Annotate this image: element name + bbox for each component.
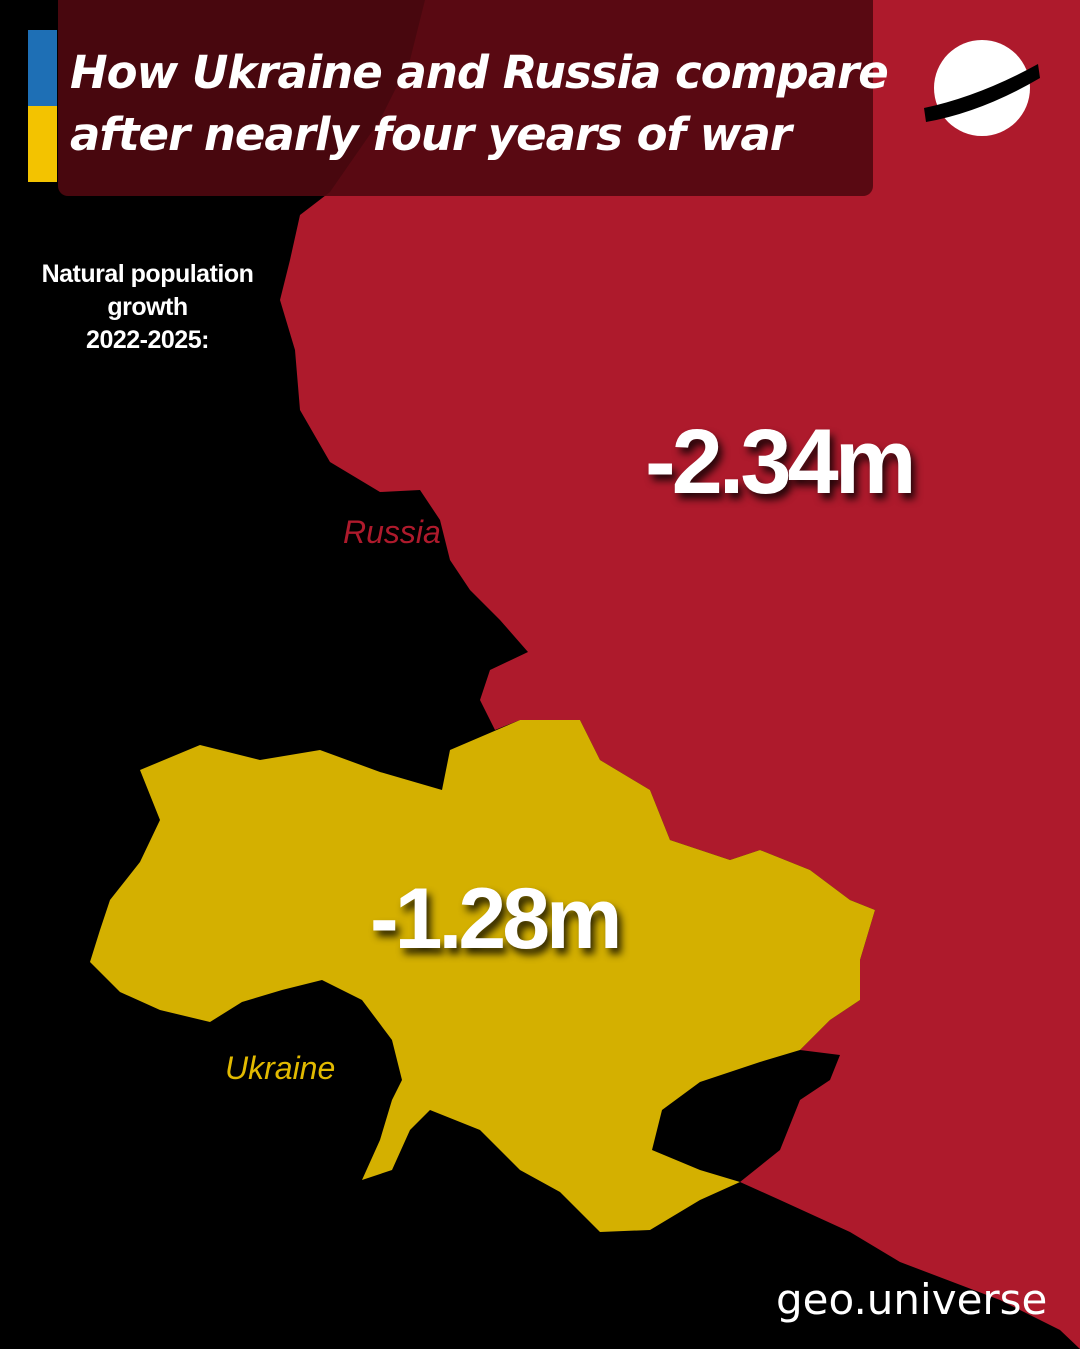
title-line-2: after nearly four years of war [70, 108, 792, 161]
russia-value: -2.34m [645, 411, 916, 513]
page-title: How Ukraine and Russia compare after nea… [70, 42, 889, 166]
geouniverse-logo [924, 40, 1040, 136]
ukraine-label: Ukraine [225, 1050, 336, 1086]
russia-shape [280, 0, 1080, 1349]
subtitle-line-3: 2022-2025: [86, 326, 209, 354]
russia-label: Russia [343, 514, 441, 550]
ukraine-flag-yellow [28, 106, 57, 182]
title-panel [58, 0, 873, 196]
ukraine-value: -1.28m [370, 871, 622, 967]
subtitle-line-1: Natural population [41, 260, 254, 288]
watermark-handle: geo.universe [776, 1275, 1048, 1324]
title-line-1: How Ukraine and Russia compare [70, 46, 889, 99]
ukraine-shape [90, 720, 875, 1232]
subtitle: Natural population growth 2022-2025: [20, 258, 275, 357]
subtitle-line-2: growth [107, 293, 188, 321]
ukraine-flag-blue [28, 30, 57, 106]
